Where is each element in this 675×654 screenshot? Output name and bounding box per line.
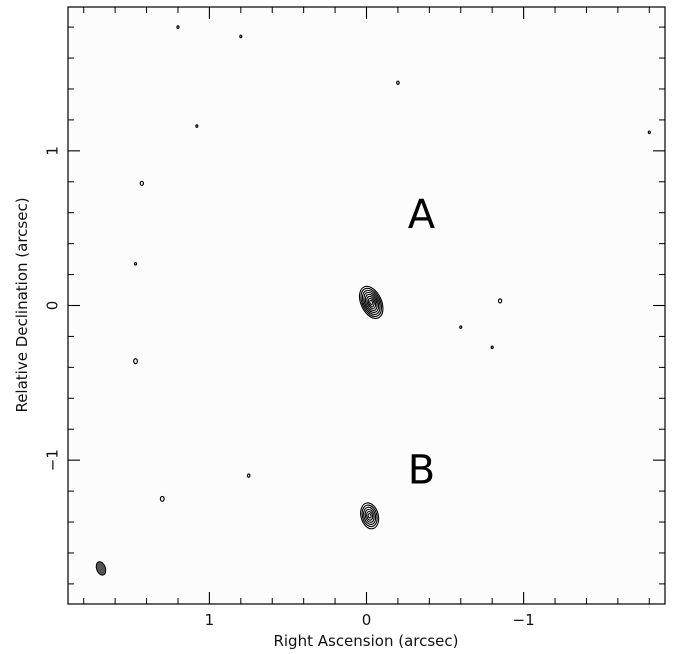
x-axis-title: Right Ascension (arcsec) (273, 632, 458, 650)
component-label-a: A (408, 192, 436, 238)
y-tick-label: −1 (44, 449, 62, 471)
x-tick-label: 0 (362, 611, 372, 629)
x-tick-label: 1 (205, 611, 215, 629)
y-tick-label: 0 (44, 301, 62, 311)
y-axis-title: Relative Declination (arcsec) (13, 197, 31, 412)
component-label-b: B (408, 447, 435, 493)
x-tick-label: −1 (513, 611, 535, 629)
y-tick-label: 1 (44, 146, 62, 156)
